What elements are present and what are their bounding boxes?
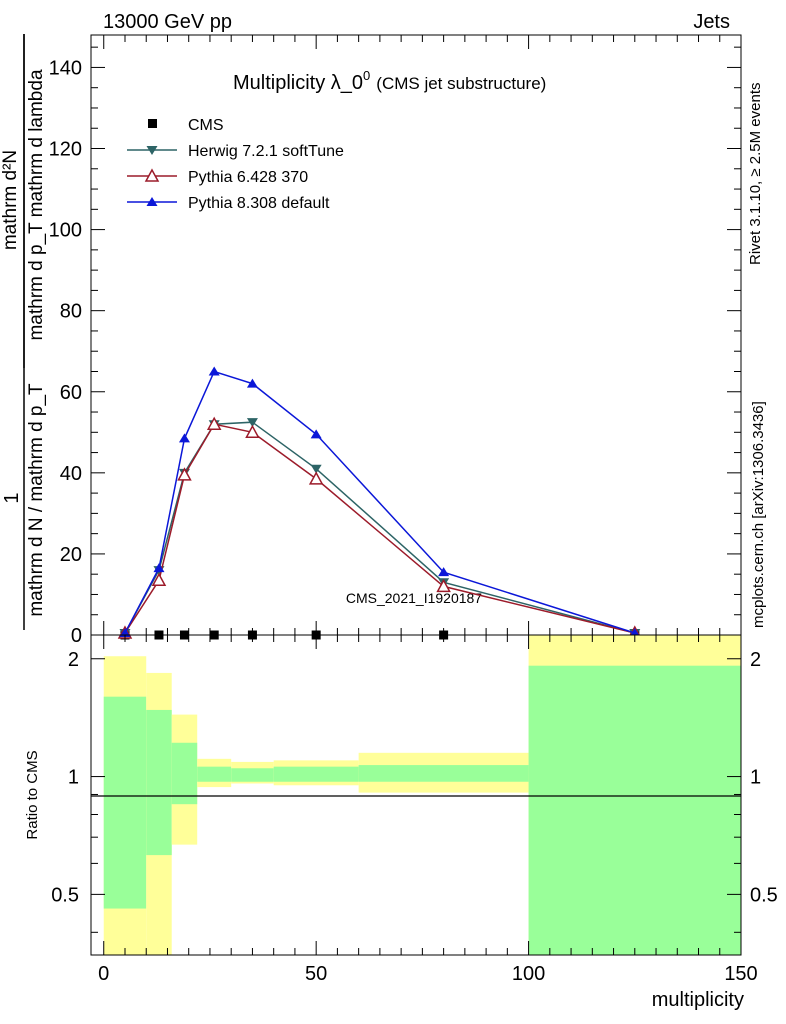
main-series-group [117,366,643,640]
ratio-band-inner [273,766,359,782]
analysis-watermark: CMS_2021_I1920187 [346,590,482,606]
ratio-ytick-label-right: 0.5 [750,884,778,906]
main-ytick-label: 0 [71,625,82,647]
series-line [124,423,635,634]
legend-label-cms: CMS [188,117,224,134]
series-line [124,421,635,634]
data-point [436,578,451,593]
ylabel-denominator: mathrm d N / mathrm d p_T [26,383,47,617]
ratio-ylabel: Ratio to CMS [24,750,41,839]
data-point [206,416,222,430]
main-ytick-label: 140 [49,57,82,79]
data-point [245,424,260,439]
legend-marker-pythia8 [146,197,158,206]
legend-label-herwig: Herwig 7.2.1 softTune [188,143,344,160]
ratio-band-inner [231,768,274,782]
xtick-label: 150 [724,963,757,985]
ratio-ytick-label-right: 2 [750,649,761,671]
legend-label-pythia6: Pythia 6.428 370 [188,169,308,186]
ratio-band-inner [171,742,198,805]
ylabel-fraction-numerator: mathrm d²N [0,150,21,250]
data-point [310,464,322,474]
data-point [310,429,322,439]
ratio-ytick-label-right: 1 [750,767,761,789]
data-point [177,467,192,481]
main-ytick-label: 120 [49,139,82,161]
ratio-bands-group [103,635,741,955]
xlabel: multiplicity [652,989,744,1011]
data-point [208,366,220,376]
mcplots-label: mcplots.cern.ch [arXiv:1306.3436] [750,401,767,628]
data-point [308,471,324,485]
series-line [124,370,636,634]
ylabel-numerator: 1 [1,492,23,503]
ylabel-fraction-denominator: mathrm d p_T mathrm d lambda [26,69,47,340]
title-superscript: 0 [363,68,370,83]
xtick-label: 100 [512,963,545,985]
data-point [151,572,167,587]
rivet-label: Rivet 3.1.10, ≥ 2.5M events [747,83,764,266]
ratio-band-inner [146,709,172,856]
ratio-ytick-label: 2 [68,649,79,671]
data-point [246,418,258,428]
energy-label: 13000 GeV pp [103,11,232,33]
legend-label-pythia8: Pythia 8.308 default [188,195,330,212]
data-point [438,567,450,577]
process-label: Jets [693,11,730,33]
main-ylabel: 1 mathrm d N / mathrm d p_T mathrm d²N m… [0,34,47,630]
main-y-axis: 0 20 40 60 80 100 120 140 [49,35,742,647]
ratio-plot-frame [90,634,742,956]
ratio-ytick-label: 0.5 [51,884,79,906]
xtick-label: 50 [305,963,327,985]
ratio-ytick-label: 1 [68,767,79,789]
chart-title: Multiplicity λ_00 (CMS jet substructure) [233,68,546,94]
data-point [153,563,165,573]
ratio-band-inner [103,696,147,909]
ratio-band-inner [197,766,232,782]
legend-marker-pythia6 [144,168,160,182]
title-text: Multiplicity λ_00 (CMS jet substructure) [233,68,546,94]
main-ytick-label: 40 [60,463,82,485]
legend-marker-herwig [146,146,158,155]
title-subtitle: (CMS jet substructure) [376,74,546,93]
ratio-band-inner [358,765,529,782]
series-pythia6 [117,416,643,639]
title-main: Multiplicity λ_0 [233,72,363,94]
main-ytick-label: 100 [49,220,82,242]
main-ytick-label: 20 [60,544,82,566]
ratio-band-inner [528,665,741,955]
main-ytick-label: 60 [60,382,82,404]
main-ytick-label: 80 [60,301,82,323]
data-point [246,378,258,388]
ratio-y-axis: 0.5 0.5 1 1 2 2 [51,649,778,933]
data-point [178,433,190,443]
legend: CMS Herwig 7.2.1 softTune Pythia 6.428 3… [127,117,344,212]
ratio-x-axis: 0 50 100 150 [98,635,758,985]
legend-marker-cms [148,119,157,128]
xtick-label: 0 [98,963,109,985]
